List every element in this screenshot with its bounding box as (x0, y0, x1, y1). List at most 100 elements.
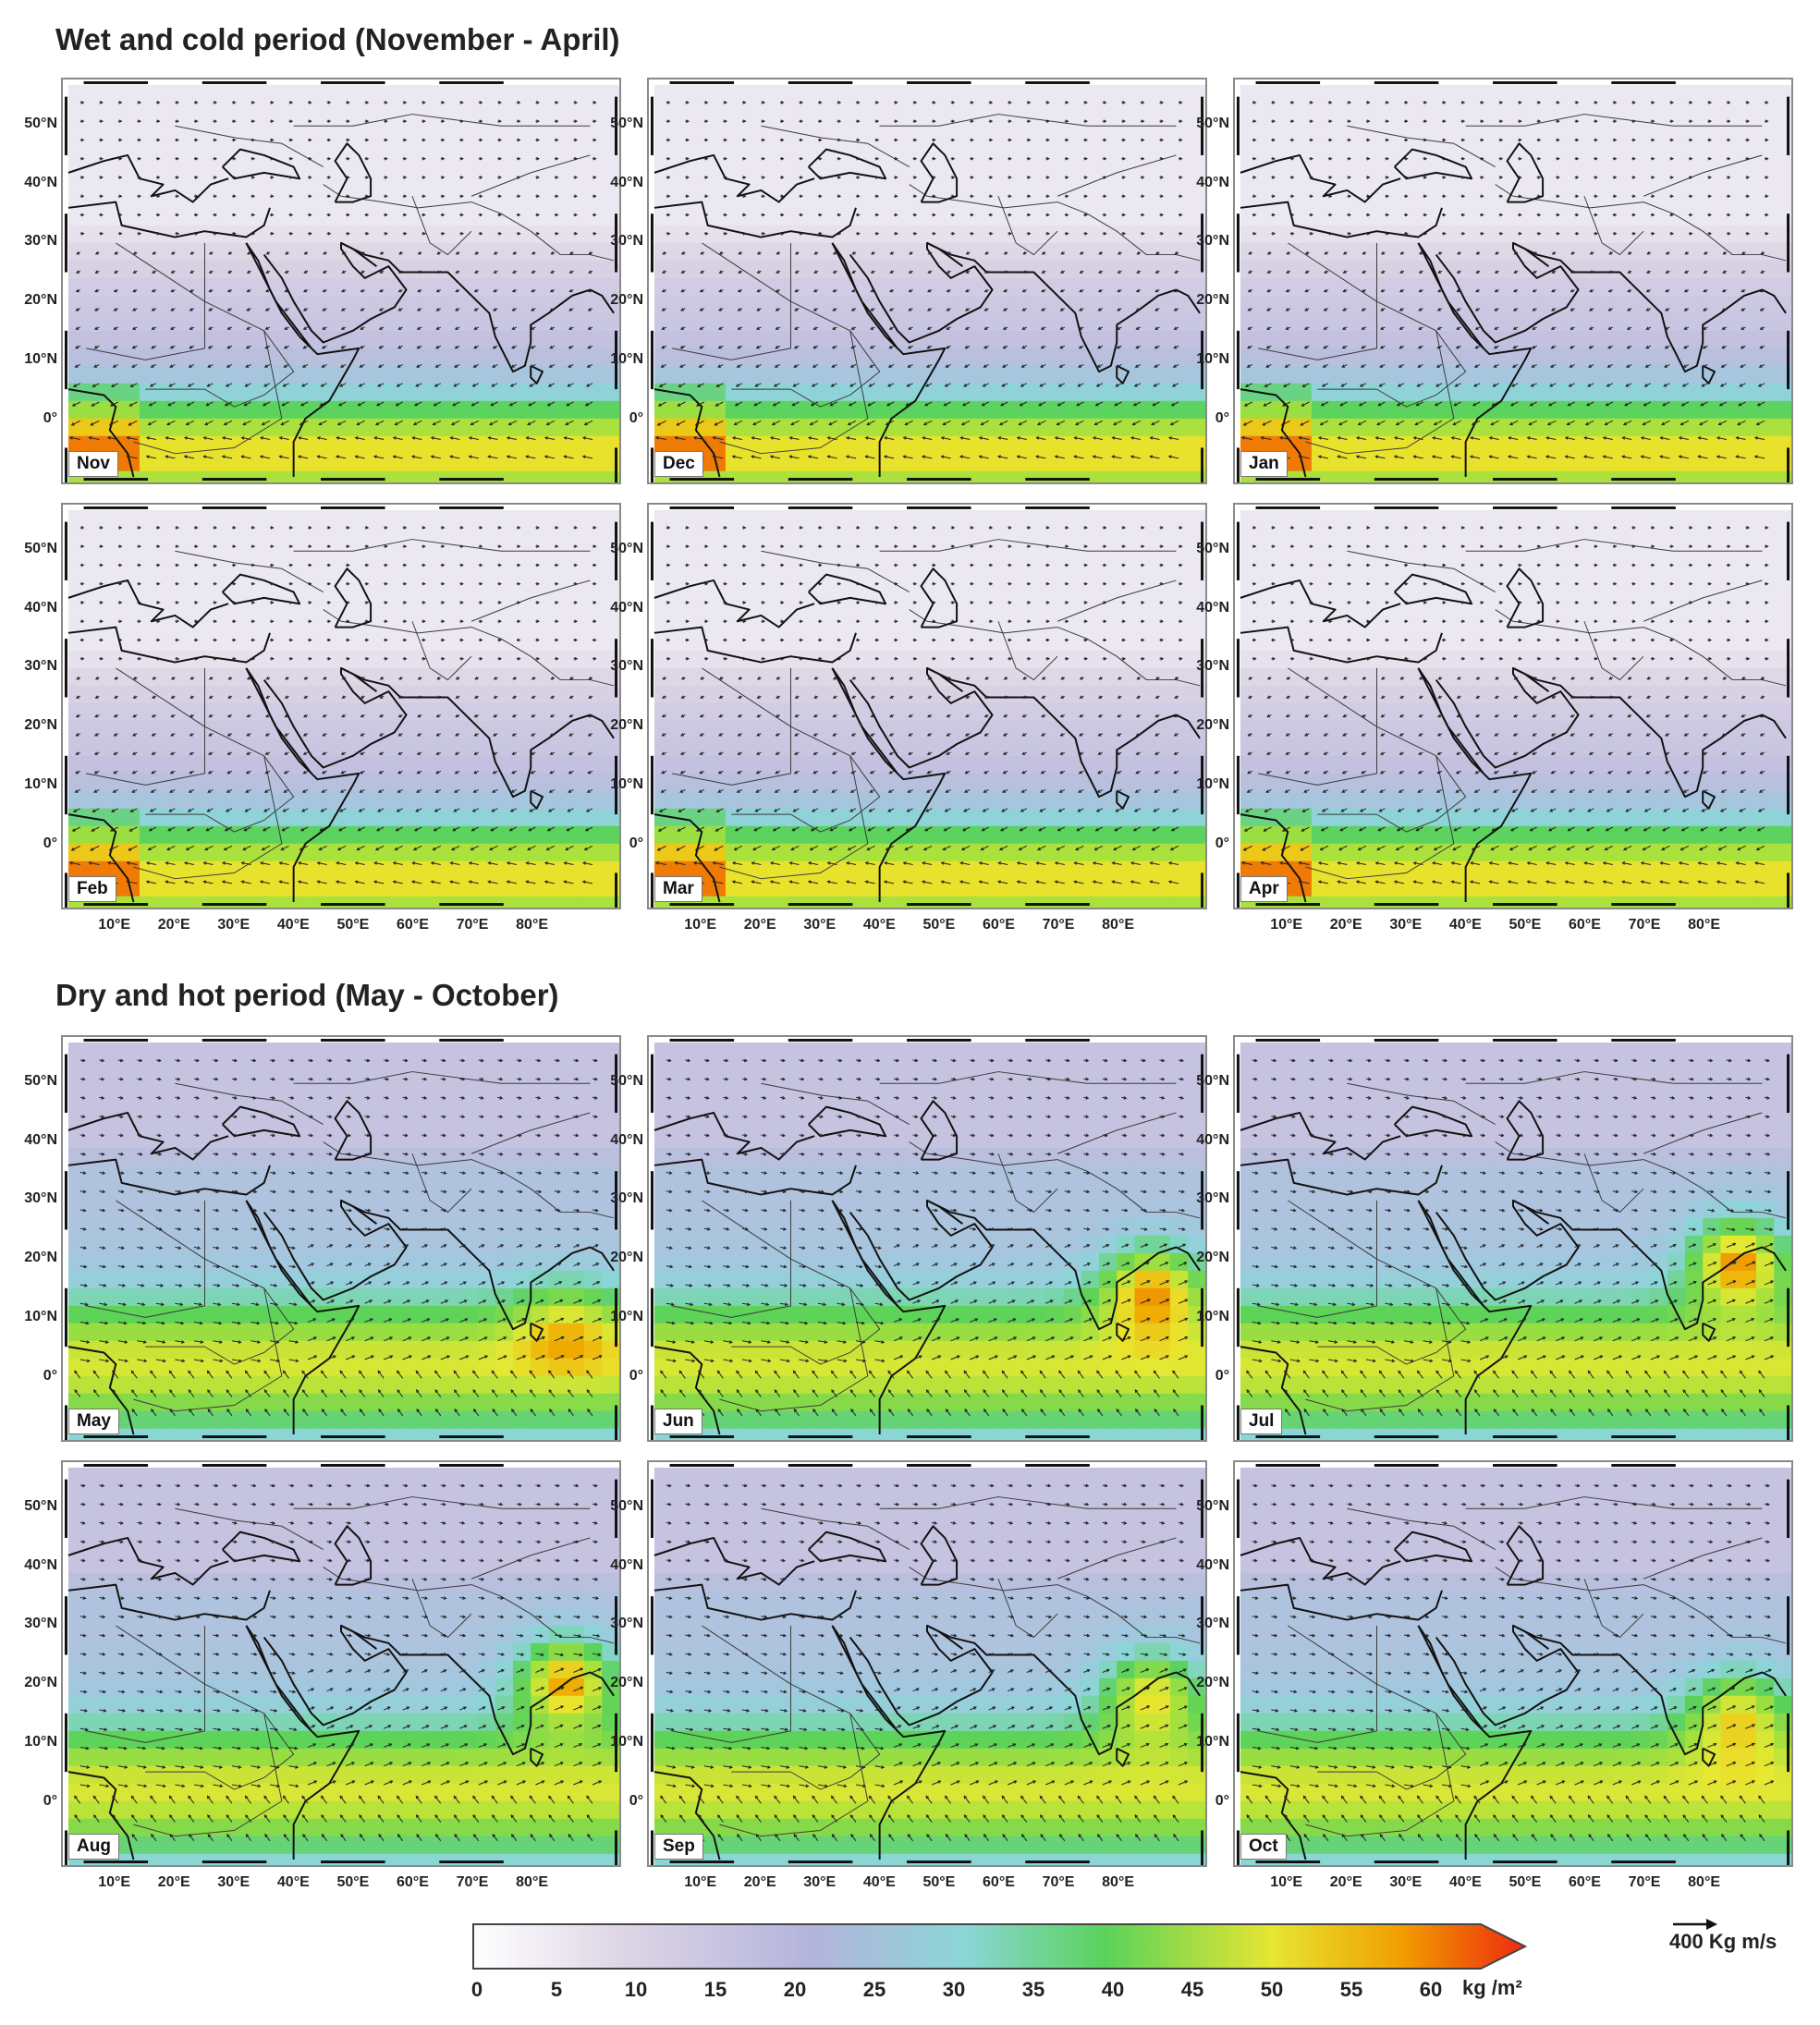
wind-vectors (74, 1058, 603, 1417)
colorbar-graphic (472, 1923, 1528, 1970)
longitude-tick-label: 60°E (397, 1874, 429, 1891)
moisture-field (1240, 84, 1791, 482)
moisture-field (67, 1467, 619, 1865)
colorbar-tick-label: 20 (784, 1978, 806, 2002)
longitude-tick-label: 40°E (863, 917, 896, 933)
latitude-tick-label: 20°N (1196, 717, 1229, 734)
latitude-tick-label: 0° (1215, 1368, 1229, 1385)
longitude-labels: 10°E 20°E 30°E 40°E 50°E 60°E 70°E 80°E (647, 917, 1207, 939)
moisture-field (653, 1467, 1205, 1865)
latitude-tick-label: 10°N (610, 351, 643, 368)
latitude-tick-label: 40°N (610, 1132, 643, 1149)
longitude-tick-label: 30°E (1389, 1874, 1422, 1891)
latitude-tick-label: 40°N (1196, 1132, 1229, 1149)
longitude-tick-label: 10°E (684, 917, 716, 933)
longitude-tick-label: 20°E (744, 917, 776, 933)
longitude-tick-label: 60°E (397, 917, 429, 933)
latitude-tick-label: 40°N (610, 175, 643, 191)
month-label: May (68, 1409, 119, 1434)
reference-arrow-icon (1673, 1919, 1717, 1930)
longitude-tick-label: 70°E (1043, 1874, 1075, 1891)
latitude-tick-label: 10°N (24, 776, 57, 793)
latitude-labels: 50°N 40°N 30°N 20°N 10°N 0° (6, 1460, 57, 1867)
latitude-tick-label: 0° (1215, 836, 1229, 852)
latitude-labels: 50°N 40°N 30°N 20°N 10°N 0° (1178, 1035, 1229, 1442)
latitude-tick-label: 20°N (24, 292, 57, 309)
reference-vector-unit: Kg m/s (1709, 1930, 1777, 1953)
map-field (64, 80, 619, 482)
wind-vectors (1240, 101, 1769, 459)
latitude-labels: 50°N 40°N 30°N 20°N 10°N 0° (592, 1035, 643, 1442)
longitude-tick-label: 30°E (1389, 917, 1422, 933)
frame-ticks (1236, 80, 1790, 482)
latitude-tick-label: 40°N (1196, 1557, 1229, 1574)
map-panel-sep: Sep (647, 1460, 1207, 1867)
latitude-tick-label: 20°N (1196, 1250, 1229, 1266)
moisture-field (1240, 1042, 1791, 1440)
longitude-tick-label: 70°E (457, 917, 489, 933)
colorbar-tick-label: 15 (704, 1978, 727, 2002)
latitude-tick-label: 10°N (1196, 1309, 1229, 1325)
latitude-tick-label: 10°N (1196, 776, 1229, 793)
longitude-tick-label: 60°E (1569, 1874, 1601, 1891)
latitude-tick-label: 50°N (24, 116, 57, 132)
latitude-tick-label: 20°N (24, 717, 57, 734)
latitude-tick-label: 10°N (24, 1734, 57, 1751)
longitude-tick-label: 30°E (217, 917, 250, 933)
latitude-tick-label: 10°N (610, 776, 643, 793)
longitude-tick-label: 10°E (1270, 1874, 1302, 1891)
map-panel-apr: Apr (1233, 503, 1793, 909)
longitude-tick-label: 60°E (983, 1874, 1015, 1891)
latitude-tick-label: 50°N (610, 116, 643, 132)
longitude-tick-label: 80°E (1102, 917, 1134, 933)
section-title-wet-cold: Wet and cold period (November - April) (55, 22, 620, 57)
latitude-tick-label: 50°N (24, 1073, 57, 1090)
latitude-labels: 50°N 40°N 30°N 20°N 10°N 0° (6, 1035, 57, 1442)
latitude-labels: 50°N 40°N 30°N 20°N 10°N 0° (592, 1460, 643, 1867)
borders (672, 539, 1201, 880)
wind-vectors (1246, 1483, 1775, 1842)
month-label: Oct (1240, 1834, 1287, 1860)
moisture-field (653, 509, 1205, 908)
latitude-tick-label: 30°N (24, 1190, 57, 1207)
longitude-tick-label: 20°E (158, 1874, 190, 1891)
wind-vectors (68, 526, 597, 884)
latitude-tick-label: 20°N (1196, 1675, 1229, 1691)
longitude-tick-label: 70°E (1629, 1874, 1661, 1891)
reference-vector: 400 Kg m/s (1669, 1913, 1808, 1969)
map-field (650, 1463, 1205, 1865)
map-panel-mar: Mar (647, 503, 1207, 909)
latitude-tick-label: 10°N (1196, 1734, 1229, 1751)
month-label: Jan (1240, 451, 1288, 477)
reference-vector-value: 400 (1669, 1930, 1704, 1953)
latitude-tick-label: 30°N (1196, 1190, 1229, 1207)
latitude-tick-label: 30°N (24, 233, 57, 250)
longitude-labels: 10°E 20°E 30°E 40°E 50°E 60°E 70°E 80°E (1233, 917, 1793, 939)
map-field (64, 506, 619, 908)
colorbar-tick-label: 50 (1261, 1978, 1283, 2002)
longitude-tick-label: 10°E (98, 1874, 130, 1891)
longitude-tick-label: 40°E (1449, 1874, 1482, 1891)
latitude-tick-label: 0° (629, 836, 643, 852)
coastlines (653, 1525, 1201, 1860)
moisture-field (1240, 509, 1791, 908)
colorbar-tick-label: 45 (1181, 1978, 1203, 2002)
latitude-tick-label: 50°N (610, 541, 643, 557)
latitude-tick-label: 20°N (1196, 292, 1229, 309)
longitude-tick-label: 70°E (457, 1874, 489, 1891)
wind-vectors (1240, 526, 1769, 884)
longitude-tick-label: 50°E (1509, 1874, 1541, 1891)
latitude-tick-label: 0° (43, 1793, 57, 1810)
moisture-field (67, 84, 619, 482)
borders (672, 114, 1201, 455)
latitude-tick-label: 0° (43, 410, 57, 427)
map-panel-may: May (61, 1035, 621, 1442)
frame-ticks (650, 506, 1204, 908)
latitude-tick-label: 0° (629, 410, 643, 427)
map-field (650, 1038, 1205, 1440)
frame-ticks (64, 1463, 618, 1865)
frame-ticks (64, 506, 618, 908)
longitude-tick-label: 30°E (803, 917, 836, 933)
wind-vectors (660, 1058, 1189, 1417)
moisture-field (67, 1042, 619, 1440)
